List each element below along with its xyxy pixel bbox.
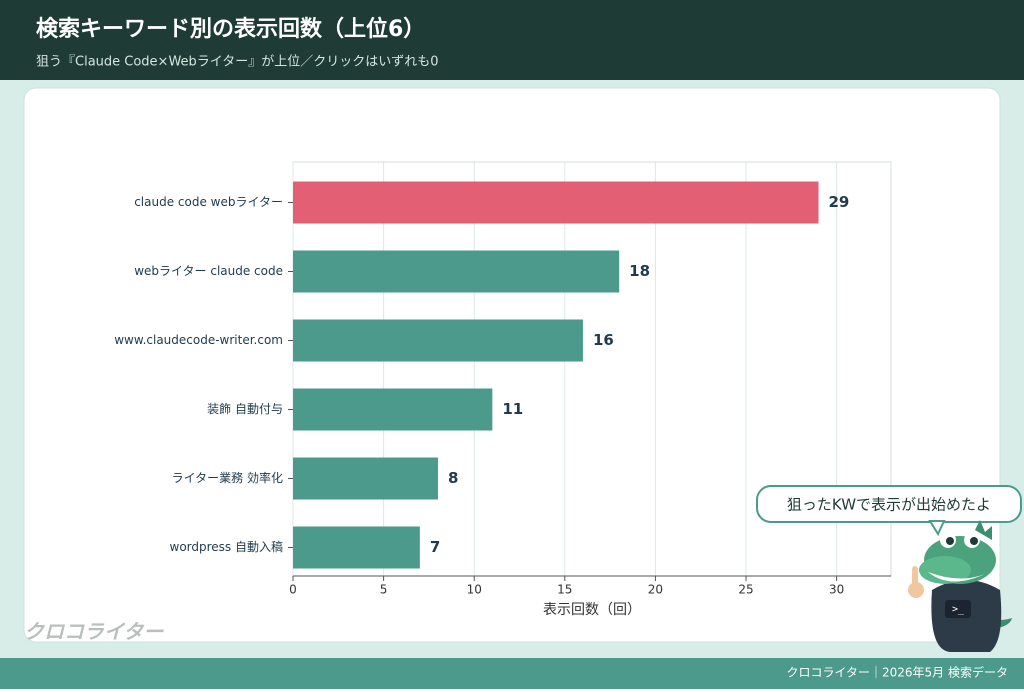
- x-tick-label: 0: [289, 583, 297, 597]
- mascot: >_: [908, 520, 1012, 652]
- speech-bubble: [756, 485, 1022, 523]
- x-tick-label: 30: [829, 583, 844, 597]
- x-tick-label: 10: [467, 583, 482, 597]
- y-tick-label: wordpress 自動入稿: [170, 539, 284, 554]
- header: [0, 0, 1024, 80]
- annotation: 狙ったKWで表示が出始めたよ: [787, 496, 991, 514]
- data-label: 11: [502, 400, 523, 418]
- bar: [293, 250, 620, 293]
- y-tick-label: claude code webライター: [134, 195, 283, 209]
- y-tick-label: 装飾 自動付与: [207, 402, 283, 416]
- bar: [293, 526, 420, 569]
- x-tick-label: 25: [738, 583, 753, 597]
- bar: [293, 388, 493, 431]
- chart-title: 検索キーワード別の表示回数（上位6）: [36, 16, 425, 42]
- footer-text: クロコライター｜2026年5月 検索データ: [786, 665, 1008, 680]
- footer-bar: [0, 658, 1024, 689]
- subtitle: 狙う『Claude Code×Webライター』が上位／クリックはいずれも0: [36, 55, 439, 70]
- y-tick-label: webライター claude code: [134, 264, 283, 278]
- bubble-tail: [928, 520, 946, 537]
- y-tick-label: www.claudecode-writer.com: [114, 333, 283, 347]
- logo: クロコライター: [24, 620, 164, 644]
- bar: [293, 457, 438, 500]
- y-tick-label: ライター業務 効率化: [172, 470, 283, 485]
- data-label: 16: [593, 331, 614, 349]
- x-axis-label: 表示回数（回）: [543, 602, 641, 618]
- data-label: 18: [629, 262, 650, 280]
- x-tick-label: 5: [380, 583, 388, 597]
- x-tick-label: 20: [648, 583, 663, 597]
- bar: [293, 319, 583, 362]
- data-label: 29: [829, 193, 850, 211]
- data-label: 7: [430, 538, 440, 556]
- svg-text:>_: >_: [952, 604, 965, 615]
- x-tick-label: 15: [557, 583, 572, 597]
- bar: [293, 181, 819, 224]
- data-label: 8: [448, 469, 458, 487]
